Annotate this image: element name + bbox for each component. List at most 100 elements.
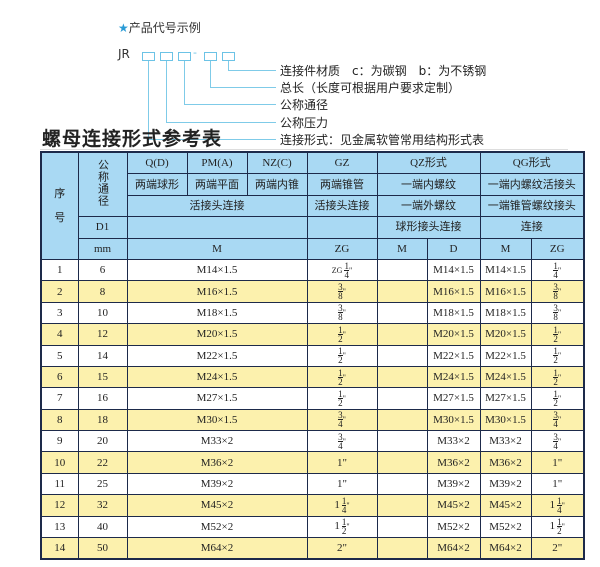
header-qg-taper: 一端锥管螺纹接头 [479,194,585,218]
header-nz-desc: 两端内锥 [246,173,308,196]
row-thread-m: M52×2 [126,515,308,539]
row-thread-m: M64×2 [126,537,308,560]
row-qz-m [376,258,428,282]
header-qg-desc: 一端内螺纹活接头 [479,173,585,196]
header-qz-ext: 一端外螺纹 [376,194,481,218]
row-gz-zg: 3 8 " [306,301,378,325]
code-box [204,52,217,61]
row-seq: 2 [40,280,79,303]
row-seq: 12 [40,494,79,517]
row-qg-zg: 1" [530,451,585,474]
code-prefix: JR [118,47,130,61]
header-qz-m: M [376,237,428,260]
row-seq: 11 [40,472,79,496]
header-qd: Q(D) [126,151,188,175]
row-dn: 15 [77,365,128,389]
row-dn: 32 [77,494,128,517]
header-qd-desc: 两端球形 [126,173,188,196]
star-icon: ★ [118,21,129,35]
row-seq: 8 [40,408,79,432]
header-qg: QG形式 [479,151,585,175]
row-qg-zg: 1 4 " [530,258,585,282]
row-qg-zg: 3 8 " [530,280,585,303]
table-row: 3 10 M18×1.5 3 8 " M18×1.5 M18×1.5 3 8 " [40,301,585,325]
row-gz-zg: 3 8 " [306,280,378,303]
header-m: M [126,237,308,260]
row-qz-d: M45×2 [426,494,481,517]
row-qz-d: M52×2 [426,515,481,539]
code-box [178,52,191,61]
row-gz-zg: ZG 1 4 " [306,258,378,282]
row-thread-m: M24×1.5 [126,365,308,389]
row-qg-m: M39×2 [479,472,532,496]
row-qg-m: M27×1.5 [479,387,532,410]
row-thread-m: M39×2 [126,472,308,496]
row-seq: 5 [40,344,79,367]
row-thread-m: M36×2 [126,451,308,474]
row-thread-m: M30×1.5 [126,408,308,432]
row-dn: 14 [77,344,128,367]
row-qz-d: M36×2 [426,451,481,474]
label-pressure: 公称压力 [280,116,329,130]
header-zg: ZG [306,237,378,260]
row-qz-m [376,494,428,517]
row-dn: 8 [77,280,128,303]
row-gz-zg: 1 1 2 " [306,515,378,539]
row-qz-d: M22×1.5 [426,344,481,367]
row-qz-d: M24×1.5 [426,365,481,389]
row-qz-m [376,430,428,453]
row-gz-zg: 1 2 " [306,323,378,346]
row-qz-d: M64×2 [426,537,481,560]
table-row: 1 6 M14×1.5 ZG 1 4 " M14×1.5 M14×1.5 1 4 " [40,258,585,282]
row-qg-zg: 1 2 " [530,365,585,389]
row-seq: 13 [40,515,79,539]
row-qz-m [376,537,428,560]
row-thread-m: M14×1.5 [126,258,308,282]
header-d1: D1 [77,216,128,239]
row-seq: 1 [40,258,79,282]
row-qg-m: M16×1.5 [479,280,532,303]
row-qz-m [376,515,428,539]
header-dn: 公称通径 [96,159,109,208]
row-gz-zg: 1 1 4 " [306,494,378,517]
header-pm-desc: 两端平面 [186,173,248,196]
table-row: 2 8 M16×1.5 3 8 " M16×1.5 M16×1.5 3 8 " [40,280,585,303]
label-length: 总长（长度可根据用户要求定制） [280,81,461,95]
row-qz-d: M39×2 [426,472,481,496]
divider [40,149,568,150]
header-mm: mm [77,237,128,260]
header-nz: NZ(C) [246,151,308,175]
row-dn: 12 [77,323,128,346]
row-thread-m: M16×1.5 [126,280,308,303]
row-qz-m [376,323,428,346]
code-dash: - [193,46,197,59]
row-qz-m [376,280,428,303]
caption: ★产品代号示例 [118,19,201,36]
row-dn: 22 [77,451,128,474]
row-qg-zg: 1 2 " [530,387,585,410]
row-seq: 4 [40,323,79,346]
row-qz-d: M14×1.5 [426,258,481,282]
header-union: 活接头连接 [126,194,308,218]
row-qg-zg: 2" [530,537,585,560]
label-diameter: 公称通径 [280,98,329,112]
row-seq: 6 [40,365,79,389]
caption-text: 产品代号示例 [128,21,201,35]
row-gz-zg: 1" [306,472,378,496]
row-qg-m: M22×1.5 [479,344,532,367]
row-qz-m [376,344,428,367]
reference-table: 序 号 公称通径 Q(D) PM(A) NZ(C) GZ QZ形式 QG形式 两端球形 两端平… [40,151,585,561]
